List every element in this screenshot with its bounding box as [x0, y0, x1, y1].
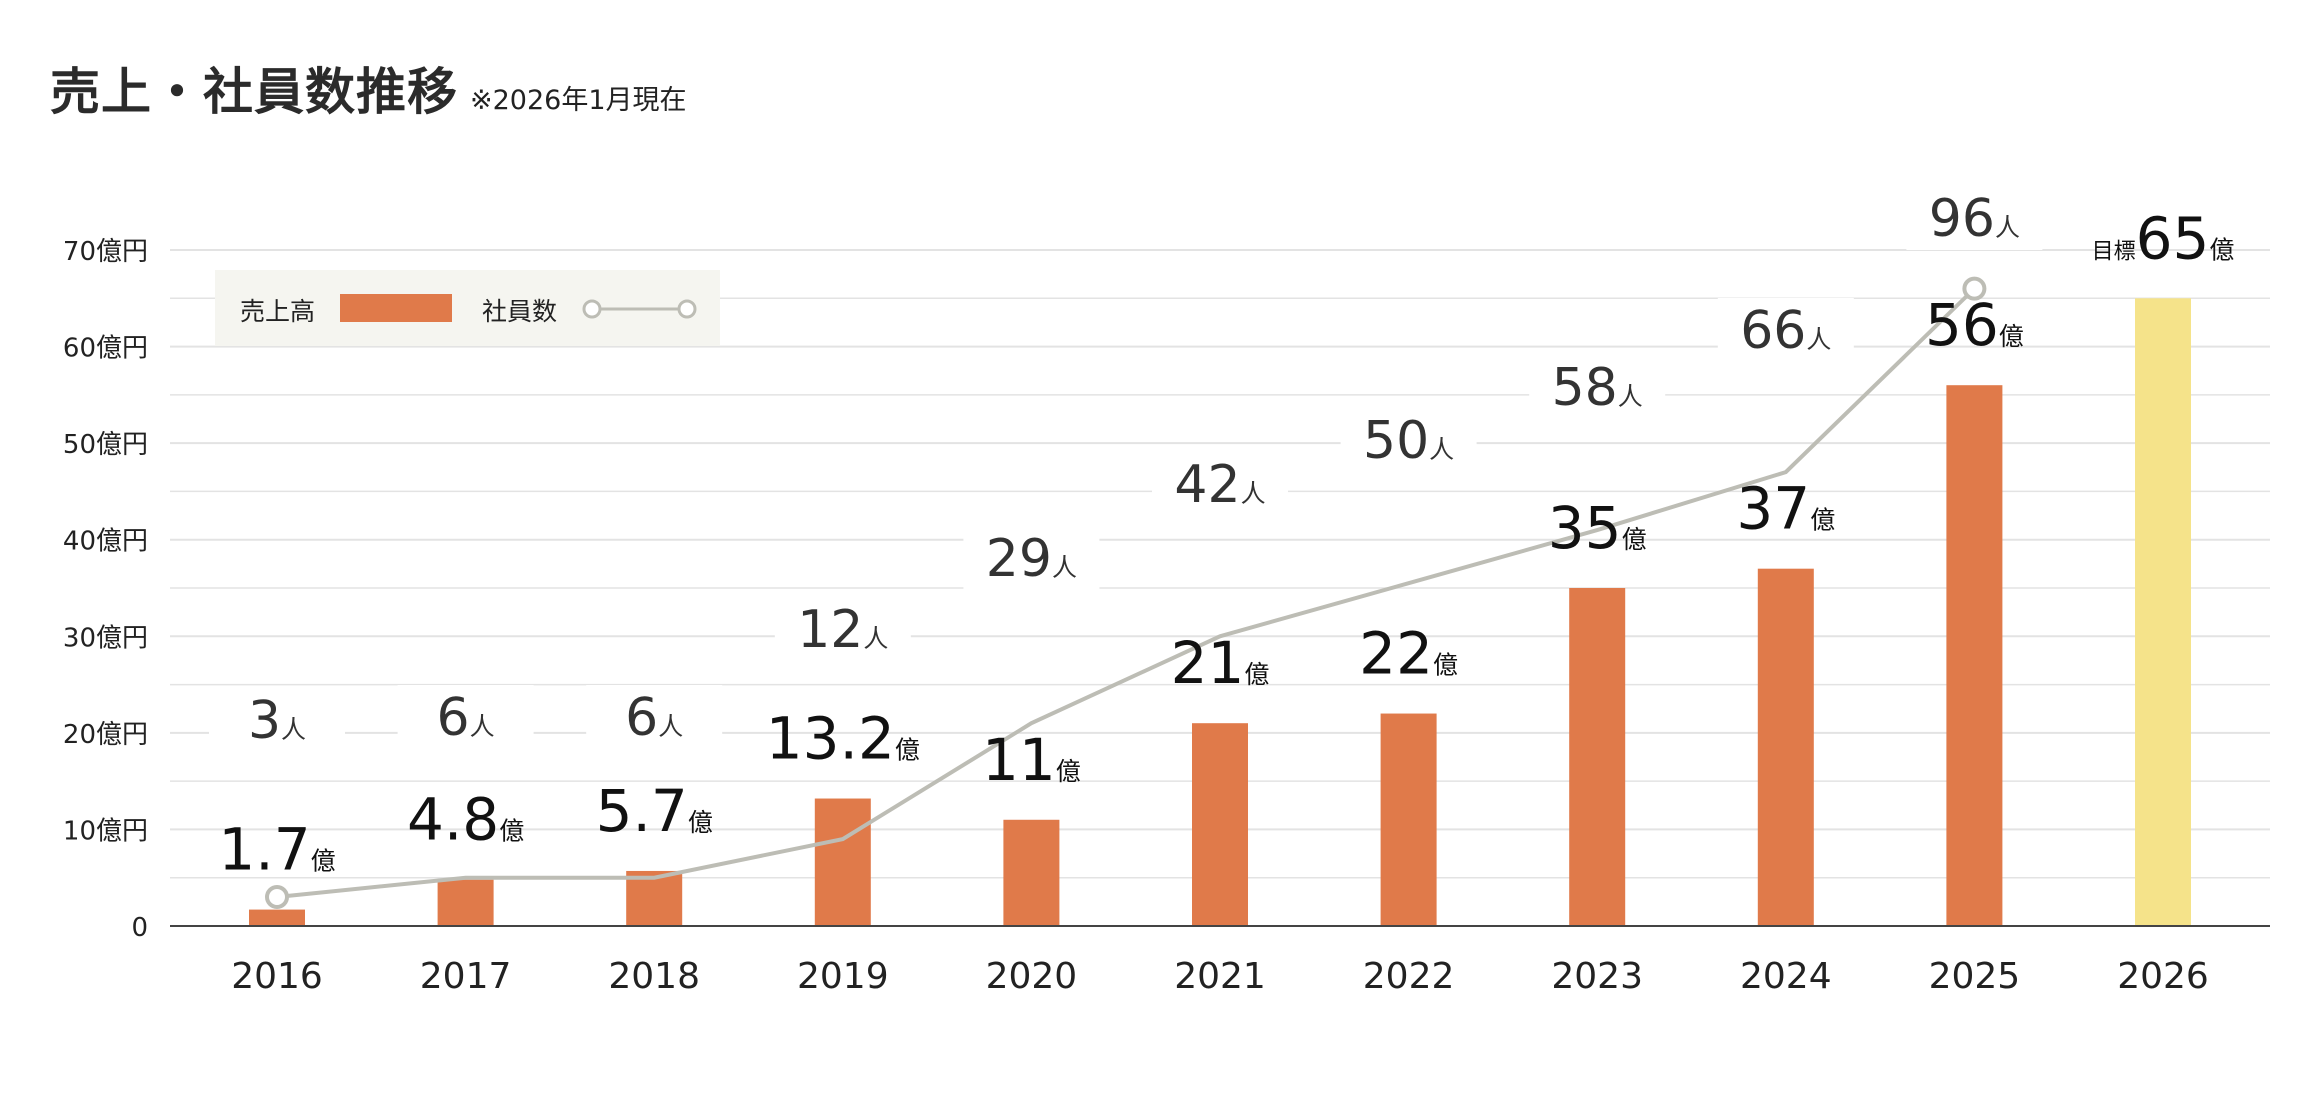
y-axis: 0 10億円 20億円 30億円 40億円 50億円 60億円 70億円 — [63, 237, 148, 943]
employees-value-label: 6人 — [437, 688, 495, 748]
x-tick-label: 2017 — [420, 956, 512, 997]
sales-bar-2019 — [814, 798, 871, 926]
page-note: ※2026年1月現在 — [470, 85, 687, 116]
employees-value-label: 6人 — [625, 688, 683, 748]
employees-value-label: 3人 — [248, 691, 306, 751]
sales-value-label: 22億 — [1359, 620, 1458, 688]
employees-value-label: 66人 — [1740, 301, 1831, 361]
legend: 売上高 社員数 — [215, 270, 720, 346]
x-tick-label: 2022 — [1363, 956, 1455, 997]
employees-line — [276, 287, 1976, 900]
sales-value-label: 37億 — [1736, 475, 1835, 543]
employees-point-2016 — [265, 885, 289, 910]
employees-label-bg — [586, 685, 723, 749]
x-tick-label: 2025 — [1929, 956, 2021, 997]
employees-labels: 3人 6人 6人 12人 29人 42人 50人 58人 66人 96人 — [209, 186, 2043, 752]
employees-value-label: 42人 — [1174, 455, 1265, 515]
sales-bar-2025 — [1946, 385, 2003, 926]
employees-value-label: 12人 — [797, 600, 888, 660]
y-tick-label: 70億円 — [63, 237, 148, 267]
x-tick-label: 2018 — [608, 956, 700, 997]
y-tick-label: 50億円 — [63, 430, 148, 460]
y-tick-label: 20億円 — [63, 720, 148, 750]
sales-bar-2023 — [1569, 588, 1626, 926]
sales-bar-2017 — [437, 879, 494, 926]
sales-bar-2022 — [1380, 713, 1437, 926]
x-axis: 2016 2017 2018 2019 2020 2021 2022 2023 2024 2025… — [231, 956, 2209, 997]
page-title: 売上・社員数推移 — [50, 63, 458, 121]
employees-label-bg — [397, 685, 534, 749]
x-tick-label: 2019 — [797, 956, 889, 997]
sales-value-label: 5.7億 — [596, 777, 713, 845]
sales-bar-2016 — [249, 909, 305, 926]
employees-label-bg — [1529, 355, 1666, 419]
x-tick-label: 2021 — [1174, 956, 1266, 997]
sales-value-label: 4.8億 — [407, 786, 524, 854]
sales-value-label: 1.7億 — [218, 816, 335, 884]
sales-value-label: 目標65億 — [2092, 204, 2235, 272]
legend-employees-marker — [677, 299, 697, 319]
employees-value-label: 50人 — [1363, 411, 1454, 471]
sales-bar-2020 — [1003, 819, 1060, 926]
legend-employees-marker — [582, 299, 602, 319]
x-tick-label: 2023 — [1551, 956, 1643, 997]
x-tick-label: 2024 — [1740, 956, 1832, 997]
bars — [249, 298, 2191, 926]
y-tick-label: 60億円 — [63, 334, 148, 364]
employees-label-bg — [209, 688, 345, 752]
employees-value-label: 58人 — [1552, 358, 1643, 418]
target-bar-2026 — [2135, 298, 2191, 926]
y-tick-label: 30億円 — [63, 623, 148, 653]
sales-bar-2024 — [1757, 568, 1814, 926]
sales-value-label: 21億 — [1171, 629, 1270, 697]
sales-bar-2021 — [1192, 723, 1248, 926]
employees-label-bg — [963, 526, 1100, 590]
sales-value-label: 56億 — [1925, 291, 2024, 359]
employees-label-bg — [1717, 298, 1854, 362]
employees-value-label: 96人 — [1929, 189, 2020, 249]
sales-bar-2018 — [626, 870, 683, 926]
legend-sales-label: 売上高 — [240, 297, 315, 326]
x-tick-label: 2016 — [231, 956, 323, 997]
x-tick-label: 2026 — [2117, 956, 2209, 997]
employees-label-bg — [1152, 452, 1288, 516]
legend-employees-label: 社員数 — [482, 297, 557, 326]
x-tick-label: 2020 — [986, 956, 1078, 997]
y-tick-label: 10億円 — [63, 816, 148, 846]
employees-label-bg — [774, 597, 911, 661]
sales-value-label: 11億 — [982, 726, 1081, 794]
y-tick-label: 40億円 — [63, 527, 148, 557]
legend-sales-swatch — [340, 294, 452, 322]
sales-value-label: 35億 — [1548, 494, 1647, 562]
y-tick-label: 0 — [131, 913, 148, 943]
sales-value-label: 13.2億 — [766, 705, 920, 773]
employees-label-bg — [1340, 408, 1477, 472]
employees-point-2025 — [1962, 276, 1987, 301]
employees-label-bg — [1906, 186, 2043, 250]
employees-value-label: 29人 — [986, 529, 1077, 589]
